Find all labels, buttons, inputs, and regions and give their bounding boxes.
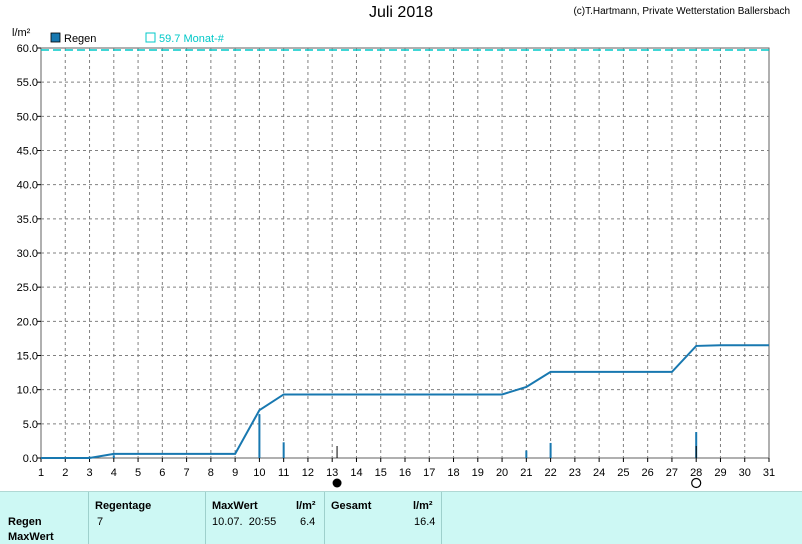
x-tick-label: 3: [86, 467, 92, 479]
y-tick-label: 35.0: [17, 214, 38, 226]
full-moon-marker: [691, 477, 702, 489]
y-tick-label: 15.0: [17, 351, 38, 363]
x-tick-label: 7: [184, 467, 190, 479]
x-tick-label: 24: [593, 467, 605, 479]
stats-separator: [205, 492, 206, 544]
series-lines: [41, 49, 769, 459]
x-tick-label: 4: [111, 467, 117, 479]
y-tick-label: 55.0: [17, 77, 38, 89]
x-tick-labels: 1 2 3 4 5 6 7 8 9 10 11 12 13 14 15 16 17 18 19 20 21 22 23 24 2…: [38, 467, 775, 479]
legend-swatch-monat: [145, 32, 156, 43]
legend: Regen 59.7 Monat-#: [50, 32, 225, 45]
x-tick-label: 19: [472, 467, 484, 479]
credit-text: (c)T.Hartmann, Private Wetterstation Bal…: [573, 6, 790, 17]
x-tick-label: 13: [326, 467, 338, 479]
cumulative-line: [41, 344, 769, 459]
y-tick-label: 10.0: [17, 385, 38, 397]
x-tick-label: 6: [159, 467, 165, 479]
x-tick-label: 18: [447, 467, 459, 479]
y-tick-label: 0.0: [23, 453, 38, 465]
daily-bar: [282, 442, 285, 458]
legend-label-regen: Regen: [64, 33, 96, 45]
daily-bar: [258, 414, 261, 458]
header-unit-max: l/m²: [296, 500, 316, 512]
new-moon-marker: [332, 478, 342, 488]
legend-label-monat: 59.7 Monat-#: [159, 33, 225, 45]
value-max: 6.4: [300, 516, 316, 528]
y-tick-label: 40.0: [17, 180, 38, 192]
legend-swatch-regen: [50, 32, 61, 43]
x-tick-label: 15: [375, 467, 387, 479]
y-tick-label: 20.0: [17, 316, 38, 328]
x-tick-label: 31: [763, 467, 775, 479]
stats-panel: Regentage MaxWert l/m² Gesamt l/m² Regen…: [0, 491, 802, 544]
value-regentage: 7: [97, 516, 104, 528]
stats-separator: [441, 492, 442, 544]
x-tick-label: 29: [714, 467, 726, 479]
daily-bar: [549, 442, 552, 458]
x-tick-label: 17: [423, 467, 435, 479]
daily-bar: [525, 450, 528, 458]
stats-separator: [88, 492, 89, 544]
x-tick-label: 23: [569, 467, 581, 479]
y-tick-labels: 0.0 5.0 10.0 15.0 20.0 25.0 30.0 35.0 40.0 45.0 50…: [17, 43, 38, 465]
x-tick-label: 14: [350, 467, 362, 479]
chart-title: Juli 2018: [368, 4, 434, 21]
x-tick-label: 27: [666, 467, 678, 479]
x-tick-label: 28: [690, 467, 702, 479]
x-tick-label: 16: [399, 467, 411, 479]
row-label-regen: Regen: [8, 516, 42, 528]
x-tick-label: 26: [642, 467, 654, 479]
x-tick-label: 12: [302, 467, 314, 479]
x-tick-label: 30: [739, 467, 751, 479]
value-gesamt: 16.4: [414, 516, 436, 528]
y-tick-label: 60.0: [17, 43, 38, 55]
row-label-maxwert: MaxWert: [8, 531, 54, 543]
x-tick-label: 5: [135, 467, 141, 479]
y-tick-label: 45.0: [17, 146, 38, 158]
y-axis-label: l/m²: [12, 27, 31, 39]
x-tick-label: 21: [520, 467, 532, 479]
x-tick-label: 11: [278, 467, 289, 479]
header-regentage: Regentage: [95, 500, 152, 512]
x-tick-label: 25: [617, 467, 629, 479]
header-maxwert: MaxWert: [212, 500, 258, 512]
y-tick-label: 30.0: [17, 248, 38, 260]
x-tick-label: 9: [232, 467, 238, 479]
grid-lines: [37, 47, 770, 462]
value-max-date: 10.07. 20:55: [212, 516, 277, 528]
x-tick-label: 8: [208, 467, 214, 479]
x-tick-label: 1: [38, 467, 44, 479]
moon-markers: [332, 446, 702, 489]
y-tick-label: 50.0: [17, 111, 38, 123]
x-tick-label: 20: [496, 467, 508, 479]
header-unit-gesamt: l/m²: [413, 500, 433, 512]
x-tick-label: 2: [62, 467, 68, 479]
rain-chart: 0.0 5.0 10.0 15.0 20.0 25.0 30.0 35.0 40.0 45.0 50…: [12, 27, 775, 489]
x-tick-label: 22: [544, 467, 556, 479]
daily-bar: [112, 455, 115, 458]
x-tick-label: 10: [253, 467, 265, 479]
y-tick-label: 5.0: [23, 419, 38, 431]
y-tick-label: 25.0: [17, 282, 38, 294]
stats-separator: [324, 492, 325, 544]
header-gesamt: Gesamt: [331, 500, 372, 512]
daily-bar: [695, 432, 698, 458]
